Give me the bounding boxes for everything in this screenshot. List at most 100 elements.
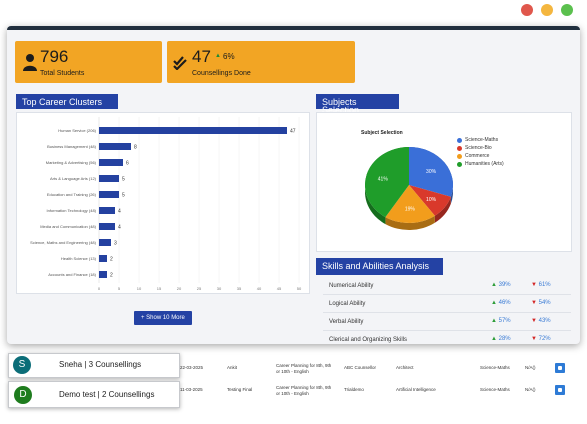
- show-more-button[interactable]: + Show 10 More: [134, 311, 192, 325]
- category-label: Business Management (48): [47, 144, 97, 149]
- skill-down-value: 61%: [538, 282, 551, 288]
- arrow-up-icon: ▲: [491, 336, 497, 342]
- skill-name: Clerical and Organizing Skills: [329, 337, 408, 343]
- x-tick-label: 50: [297, 286, 302, 291]
- skill-down-value: 43%: [538, 318, 551, 324]
- maximize-window-button[interactable]: [561, 4, 573, 16]
- pie-slice-label: 19%: [405, 207, 416, 213]
- counsellor-card-demo[interactable]: D Demo test | 2 Counsellings: [8, 381, 180, 408]
- bar: [99, 271, 107, 278]
- view-icon[interactable]: [555, 363, 565, 373]
- bar: [99, 191, 119, 198]
- category-label: Media and Communication (48): [40, 224, 96, 229]
- view-icon[interactable]: [555, 385, 565, 395]
- top-bar: [7, 26, 580, 30]
- career-clusters-chart: 0 5 10 15 20 25 30 35 40 45 50 Human Service (206) 4…: [16, 112, 310, 294]
- bar: [99, 143, 131, 150]
- arrow-down-icon: ▼: [531, 300, 537, 306]
- pie-slice: [365, 147, 409, 218]
- skill-up-value: 28%: [498, 336, 511, 342]
- pie-slice: [385, 185, 435, 223]
- pie-slice: [409, 147, 453, 197]
- pie-slice-label: 41%: [378, 176, 389, 182]
- bar: [99, 127, 287, 134]
- x-tick-label: 30: [217, 286, 222, 291]
- pie-slice-label: 30%: [426, 169, 437, 175]
- bar: [99, 159, 123, 166]
- table-cell-date: 11-03-2025: [180, 387, 203, 392]
- legend-swatch: [457, 145, 462, 151]
- bar-value-label: 2: [110, 273, 113, 279]
- bar-value-label: 6: [126, 161, 129, 167]
- skill-row: Clerical and Organizing Skills ▲ 28% ▼ 72%: [323, 332, 571, 344]
- subject-pie-chart: 30% 10% 19% 41%: [365, 147, 453, 230]
- arrow-up-icon: ▲: [491, 318, 497, 324]
- bar-value-label: 4: [118, 209, 121, 215]
- skill-down-value: 54%: [538, 300, 551, 306]
- counsellings-change: 6%: [223, 52, 235, 61]
- trend-up-icon: ▲: [215, 53, 221, 59]
- pie-slice-side: [385, 215, 435, 230]
- counsellor-card-text: Demo test | 2 Counsellings: [59, 390, 155, 399]
- subjects-title: Subjects Selection: [316, 94, 399, 115]
- skill-up: ▲ 46%: [491, 300, 511, 306]
- legend-swatch: [457, 153, 462, 159]
- arrow-down-icon: ▼: [531, 336, 537, 342]
- legend-label: Science-Maths: [465, 137, 499, 143]
- close-window-button[interactable]: [521, 4, 533, 16]
- person-icon: [23, 54, 37, 71]
- counsellor-card-sneha[interactable]: S Sneha | 3 Counsellings: [8, 353, 180, 378]
- bar: [99, 223, 115, 230]
- subjects-chart-panel: Subject Selection 30% 10% 19% 41% Science-M…: [316, 112, 572, 252]
- bar: [99, 175, 119, 182]
- skill-up: ▲ 28%: [491, 336, 511, 342]
- table-cell-result: N/A(): [525, 387, 536, 392]
- skill-up-value: 39%: [498, 282, 511, 288]
- avatar: D: [14, 386, 32, 404]
- counsellor-card-text: Sneha | 3 Counsellings: [59, 360, 142, 369]
- dashboard-window: 796 Total Students 47 ▲ 6% Counsellings …: [7, 26, 580, 344]
- counsellings-card: 47 ▲ 6% Counsellings Done: [167, 41, 355, 83]
- skills-title: Skills and Abilities Analysis: [316, 258, 443, 275]
- skill-name: Logical Ability: [329, 301, 366, 307]
- avatar: S: [13, 356, 31, 374]
- skill-down: ▼ 72%: [531, 336, 551, 342]
- arrow-up-icon: ▲: [491, 300, 497, 306]
- table-cell-program: Career Planning for 8th, 9th or 10th - E…: [276, 363, 332, 374]
- x-tick-label: 35: [237, 286, 242, 291]
- legend-item: Humanities (Arts): [457, 161, 504, 167]
- counsellings-value: 47: [192, 47, 211, 66]
- table-cell-counsellor: Trialdemo: [344, 387, 364, 392]
- skill-name: Numerical Ability: [329, 283, 374, 289]
- table-cell-stream: Science-Maths: [480, 387, 510, 392]
- category-label: Health Science (13): [61, 256, 97, 261]
- x-tick-label: 20: [177, 286, 182, 291]
- pie-slice-side: [434, 196, 451, 223]
- bar: [99, 239, 111, 246]
- table-cell-student: Ankit: [227, 365, 238, 370]
- window-controls: [521, 4, 573, 16]
- table-cell-result: N/A(): [525, 365, 536, 370]
- skill-down-value: 72%: [538, 336, 551, 342]
- skill-up: ▲ 39%: [491, 282, 511, 288]
- pie-slice-label: 10%: [426, 197, 437, 203]
- legend-swatch: [457, 137, 462, 143]
- category-label: Science, Maths and Engineering (48): [30, 240, 96, 245]
- legend-label: Commerce: [465, 153, 490, 159]
- skill-up-value: 57%: [498, 318, 511, 324]
- skill-up-value: 46%: [498, 300, 511, 306]
- legend-label: Science-Bio: [465, 145, 492, 151]
- table-cell-date: 22-03-2025: [180, 365, 204, 370]
- table-cell-counsellor: ABC Counsellor: [344, 365, 377, 370]
- total-students-card: 796 Total Students: [15, 41, 162, 83]
- x-tick-label: 25: [197, 286, 202, 291]
- skill-row: Logical Ability ▲ 46% ▼ 54%: [323, 296, 571, 313]
- x-tick-label: 10: [137, 286, 142, 291]
- skill-row: Verbal Ability ▲ 57% ▼ 43%: [323, 314, 571, 331]
- total-students-value: 796: [40, 47, 69, 66]
- legend-swatch: [457, 161, 462, 167]
- minimize-window-button[interactable]: [541, 4, 553, 16]
- legend-label: Humanities (Arts): [465, 161, 504, 167]
- total-students-label: Total Students: [40, 70, 85, 77]
